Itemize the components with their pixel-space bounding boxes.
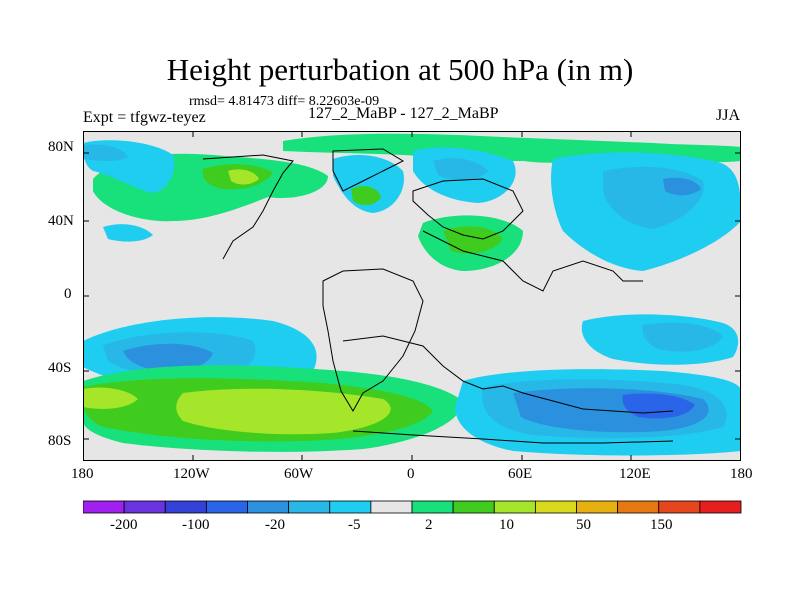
colorbar-box — [452, 500, 495, 514]
lon-tick-60w: 60W — [284, 466, 314, 482]
colorbar-label-neg200: -200 — [110, 517, 138, 533]
rmsd-diff-stats: rmsd= 4.81473 diff= 8.22603e-09 — [189, 94, 380, 109]
lat-tick-80s: 80S — [48, 433, 72, 449]
coastlines — [202, 148, 674, 444]
contour-north-pacific-blue-mid — [83, 144, 128, 161]
contour-europe-green — [351, 186, 381, 206]
lon-tick-60e: 60E — [508, 466, 533, 482]
colorbar-box — [329, 500, 372, 514]
contour-siberia-blue-mid — [433, 158, 488, 181]
contour-south-green-strong — [176, 388, 391, 435]
colorbar-box — [493, 500, 536, 514]
experiment-comparison: 127_2_MaBP - 127_2_MaBP — [308, 105, 499, 122]
lat-tick-80n: 80N — [48, 139, 74, 155]
colorbar-label-50: 50 — [576, 517, 591, 533]
lon-tick-0: 0 — [407, 466, 415, 482]
colorbar-label-neg20: -20 — [265, 517, 285, 533]
colorbar-box — [658, 500, 701, 514]
colorbar-label-neg100: -100 — [182, 517, 210, 533]
colorbar-box — [123, 500, 166, 514]
colorbar-box — [370, 500, 413, 514]
contour-pacific-ne-strong — [663, 177, 701, 196]
colorbar-label-150: 150 — [650, 517, 673, 533]
colorbar-box — [576, 500, 619, 514]
plot-title: Height perturbation at 500 hPa (in m) — [166, 52, 634, 87]
colorbar-box — [699, 500, 742, 514]
colorbar-box — [534, 500, 577, 514]
contour-atlantic-blue-small — [103, 224, 153, 242]
colorbar-box — [164, 500, 207, 514]
lat-tick-40n: 40N — [48, 213, 74, 229]
contour-south-green-stronger — [83, 387, 138, 409]
colorbar — [83, 500, 742, 514]
lat-tick-0: 0 — [64, 286, 72, 302]
lon-tick-180e: 180 — [730, 466, 753, 482]
height-perturbation-map — [83, 131, 741, 461]
lon-tick-120w: 120W — [173, 466, 210, 482]
colorbar-box — [247, 500, 290, 514]
colorbar-box — [411, 500, 454, 514]
colorbar-label-10: 10 — [499, 517, 514, 533]
contour-tropics-blue-mid — [642, 322, 723, 352]
colorbar-box — [83, 500, 125, 514]
contour-north-atlantic-strong — [228, 169, 259, 185]
colorbar-box — [617, 500, 660, 514]
lon-tick-120e: 120E — [619, 466, 651, 482]
colorbar-label-neg5: -5 — [348, 517, 361, 533]
lat-tick-40s: 40S — [48, 360, 72, 376]
experiment-id: Expt = tfgwz-teyez — [83, 109, 206, 126]
season-label: JJA — [716, 107, 741, 124]
contour-south-indian-stronger — [622, 393, 695, 419]
contour-south-pacific-strong — [123, 343, 213, 372]
colorbar-label-2: 2 — [425, 517, 433, 533]
colorbar-box — [288, 500, 331, 514]
lon-tick-marks — [192, 131, 632, 461]
lon-tick-180w: 180 — [71, 466, 94, 482]
lat-tick-marks — [83, 152, 741, 440]
colorbar-box — [205, 500, 248, 514]
